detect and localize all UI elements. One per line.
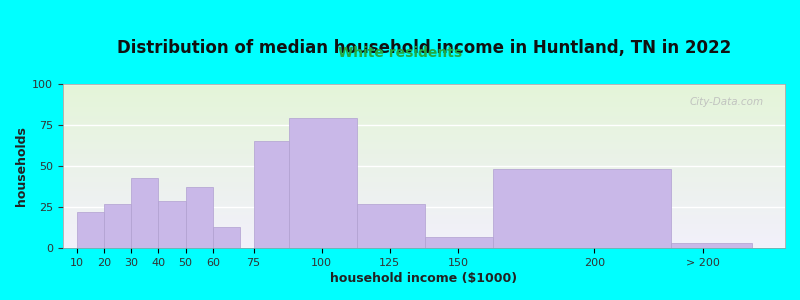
Bar bbox=[289, 118, 357, 248]
X-axis label: household income ($1000): household income ($1000) bbox=[330, 272, 518, 285]
Bar bbox=[494, 169, 670, 248]
Bar bbox=[77, 212, 104, 248]
Text: White residents: White residents bbox=[338, 46, 462, 60]
Bar bbox=[104, 204, 131, 248]
Bar bbox=[213, 227, 240, 248]
Bar bbox=[426, 237, 494, 248]
Bar bbox=[131, 178, 158, 248]
Y-axis label: households: households bbox=[15, 126, 28, 206]
Bar bbox=[186, 188, 213, 248]
Bar bbox=[670, 243, 752, 248]
Bar bbox=[254, 141, 289, 248]
Bar bbox=[158, 200, 186, 248]
Text: City-Data.com: City-Data.com bbox=[690, 97, 763, 107]
Title: Distribution of median household income in Huntland, TN in 2022: Distribution of median household income … bbox=[117, 39, 731, 57]
Bar bbox=[357, 204, 426, 248]
